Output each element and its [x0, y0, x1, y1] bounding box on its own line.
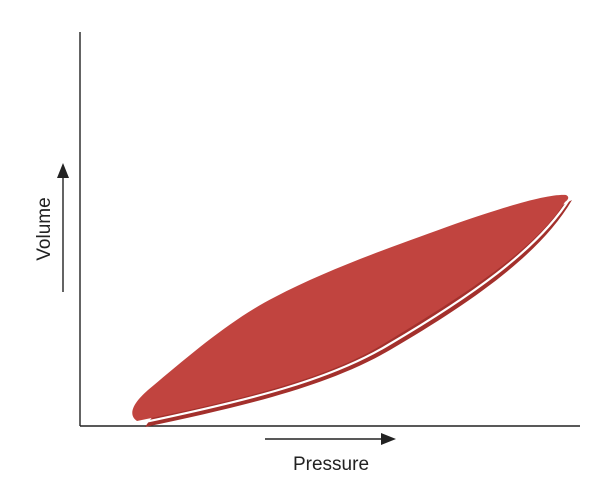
hysteresis-loop-highlight: [139, 197, 571, 425]
pressure-arrow-head-icon: [381, 433, 396, 445]
x-axis-label: Pressure: [293, 454, 369, 475]
y-axis-label: Volume: [34, 197, 55, 260]
volume-arrow-head-icon: [57, 163, 69, 178]
hysteresis-loop: [132, 194, 569, 421]
